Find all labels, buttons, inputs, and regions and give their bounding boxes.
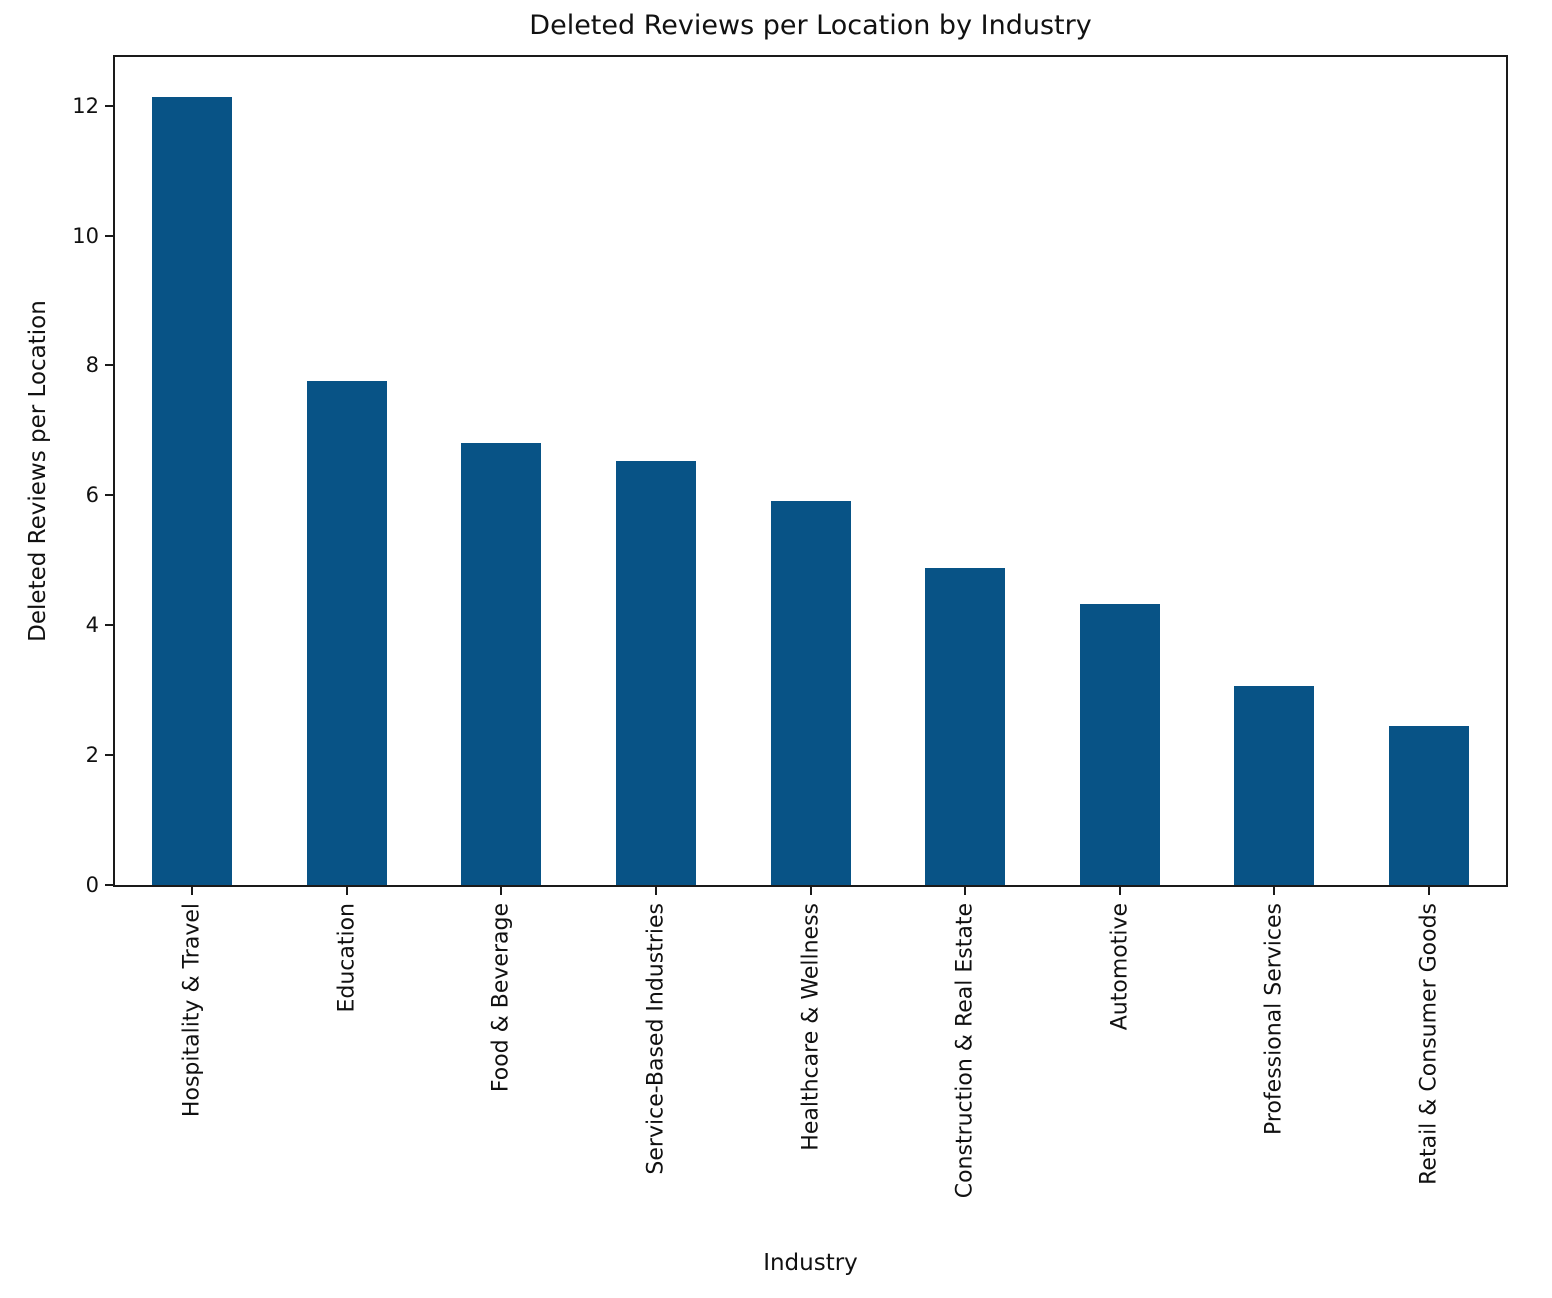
- x-tick-label: Retail & Consumer Goods: [1416, 903, 1442, 1185]
- y-tick-label: 2: [85, 743, 99, 768]
- y-tick-label: 4: [85, 613, 99, 638]
- y-tick-label: 12: [72, 93, 99, 118]
- bar-food-beverage: [461, 442, 542, 885]
- y-axis-label: Deleted Reviews per Location: [25, 300, 51, 642]
- x-tick-mark: [500, 885, 503, 895]
- bar-professional-services: [1234, 686, 1315, 885]
- x-tick-label: Professional Services: [1261, 903, 1287, 1135]
- x-tick-label: Service-Based Industries: [643, 903, 669, 1175]
- bar-healthcare-wellness: [770, 500, 851, 885]
- y-tick-label: 10: [72, 223, 99, 248]
- x-tick-mark: [345, 885, 348, 895]
- y-tick-mark: [105, 624, 115, 627]
- y-tick-mark: [105, 104, 115, 107]
- x-tick-label: Food & Beverage: [488, 903, 514, 1093]
- bar-hospitality-travel: [152, 97, 233, 885]
- x-tick-mark: [1273, 885, 1276, 895]
- x-tick-label: Education: [334, 903, 360, 1013]
- chart-title: Deleted Reviews per Location by Industry: [529, 10, 1092, 41]
- bar-automotive: [1079, 604, 1160, 885]
- x-tick-label: Hospitality & Travel: [179, 903, 205, 1118]
- x-tick-label: Healthcare & Wellness: [798, 903, 823, 1151]
- x-tick-mark: [1118, 885, 1121, 895]
- y-tick-mark: [105, 364, 115, 367]
- x-tick-mark: [191, 885, 194, 895]
- y-tick-mark: [105, 884, 115, 886]
- x-axis-label: Industry: [763, 1250, 858, 1276]
- x-tick-mark: [809, 885, 812, 895]
- y-tick-label: 0: [85, 873, 99, 897]
- y-tick-mark: [105, 754, 115, 757]
- bar-retail-consumer-goods: [1388, 725, 1469, 885]
- plot-area: Hospitality & Travel Education Food & Beve…: [72, 55, 1508, 1198]
- bar-construction-real-estate: [925, 568, 1006, 885]
- y-tick-mark: [105, 234, 115, 237]
- x-tick-mark: [964, 885, 967, 895]
- y-tick-label: 8: [85, 353, 99, 378]
- x-tick-label: Construction & Real Estate: [952, 903, 978, 1199]
- x-tick-mark: [654, 885, 657, 895]
- y-tick-label: 6: [85, 483, 99, 508]
- bar-service-based-industries: [615, 460, 696, 885]
- y-tick-mark: [105, 494, 115, 497]
- x-tick-label: Automotive: [1107, 903, 1133, 1031]
- x-tick-mark: [1427, 885, 1430, 895]
- bar-education: [306, 381, 387, 885]
